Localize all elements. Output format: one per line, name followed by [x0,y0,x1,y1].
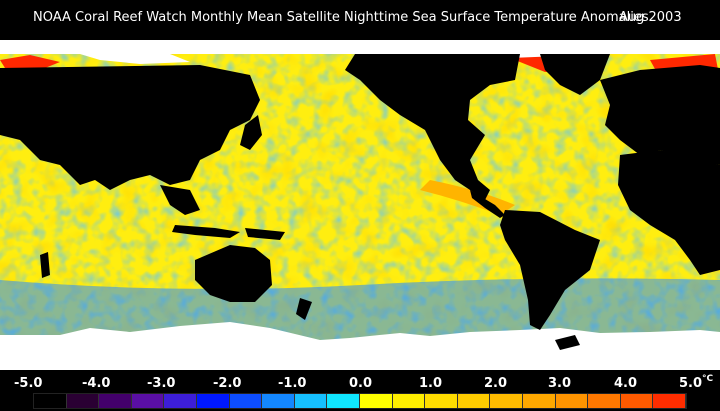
title-text: NOAA Coral Reef Watch Monthly Mean Satel… [33,10,649,25]
colorbar-swatch [99,394,132,408]
colorbar-swatch [522,394,556,408]
asia-west [0,65,260,190]
indonesia [172,225,240,238]
colorbar-swatch [66,394,100,408]
title-date: Aug 2003 [619,10,682,25]
map-title: NOAA Coral Reef Watch Monthly Mean Satel… [0,10,720,30]
new-guinea [245,228,285,240]
africa [618,150,720,275]
colorbar-swatch [359,394,393,408]
arctic-ice [0,40,720,54]
colorbar-swatch [294,394,328,408]
eurasia [600,65,720,165]
tick-label: 5.0 [679,376,703,391]
colorbar-swatch [490,394,523,408]
antarctic-ice [0,322,720,370]
colorbar-swatch [588,394,621,408]
colorbar-swatch [131,394,165,408]
colorbar-swatch [392,394,426,408]
colorbar-labels: -5.0 -4.0 -3.0 -2.0 -1.0 0.0 1.0 2.0 3.0… [0,376,720,392]
tick-label: -1.0 [278,376,307,391]
colorbar-swatch [164,394,197,408]
north-america [345,54,520,200]
tick-label: -2.0 [213,376,242,391]
arctic-warm-patch-west [0,55,60,70]
colorbar-swatch [555,394,589,408]
tick-label: 1.0 [419,376,443,391]
south-america [500,210,600,330]
australia [195,245,272,302]
colorbar-swatch [620,394,654,408]
sst-anomaly-map [0,40,720,370]
colorbar-swatch [457,394,491,408]
colorbar [33,393,687,409]
colorbar-swatch [262,394,295,408]
tick-label: 3.0 [548,376,572,391]
tick-label: -3.0 [147,376,176,391]
continents [0,54,720,350]
colorbar-swatch [653,394,686,408]
tick-label: 0.0 [349,376,373,391]
madagascar [40,252,50,278]
antarctic-land [555,335,580,350]
colorbar-swatch [196,394,230,408]
southeast-asia [160,185,200,215]
tick-label: -5.0 [14,376,43,391]
central-america [470,190,505,218]
tick-label: 2.0 [484,376,508,391]
new-zealand [296,298,312,320]
tick-label: 4.0 [614,376,638,391]
colorbar-swatch [425,394,458,408]
tick-label: -4.0 [82,376,111,391]
colorbar-swatch [34,394,67,408]
colorbar-swatch [327,394,360,408]
japan [240,115,262,150]
colorbar-unit: °C [702,374,714,384]
colorbar-swatch [229,394,263,408]
greenland [540,54,610,95]
